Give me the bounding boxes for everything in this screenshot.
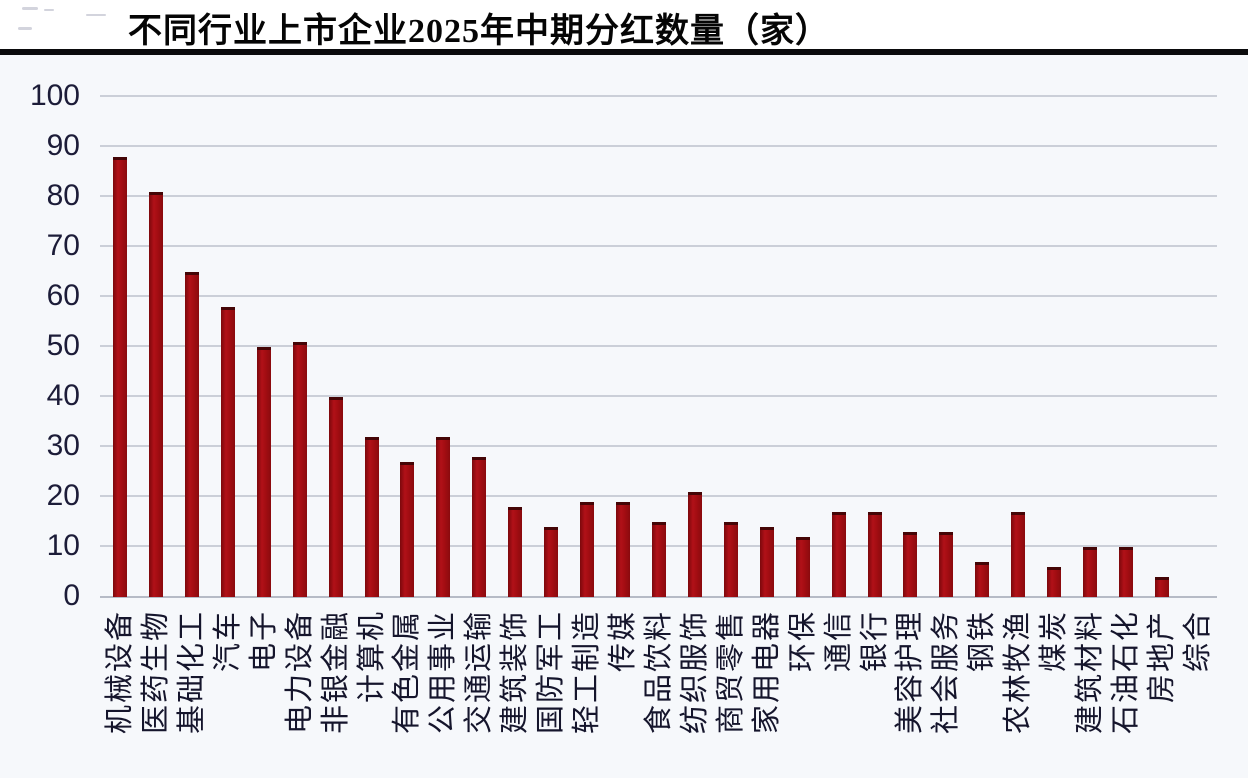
y-tick-label: 100 (29, 79, 80, 112)
bar (184, 272, 199, 597)
bar (975, 562, 990, 597)
y-tick-label: 0 (63, 579, 80, 612)
bar (616, 502, 631, 597)
gridline-30 (100, 445, 1217, 447)
chart-title: 不同行业上市企业2025年中期分红数量（家） (128, 13, 830, 50)
x-category-label: 钢铁 (966, 610, 999, 673)
gridline-100 (100, 95, 1217, 97)
bar (831, 512, 846, 597)
bar (148, 192, 163, 597)
x-category-label: 电力设备 (283, 610, 316, 735)
bar (1083, 547, 1098, 597)
bar (256, 347, 271, 597)
y-tick-label: 50 (46, 329, 80, 362)
x-category-label: 商贸零售 (714, 610, 747, 735)
x-category-label: 非银金融 (319, 610, 352, 735)
x-category-label: 汽车 (211, 610, 244, 673)
bar (687, 492, 702, 597)
gridline-80 (100, 195, 1217, 197)
bar (472, 457, 487, 597)
bar (651, 522, 666, 597)
x-category-label: 基础化工 (175, 610, 208, 735)
bar (1047, 567, 1062, 597)
bar (580, 502, 595, 597)
watermark-artifact (22, 7, 38, 10)
bar (939, 532, 954, 597)
x-category-label: 美容护理 (894, 610, 927, 735)
bar (113, 157, 127, 597)
bar (328, 397, 343, 597)
bar (508, 507, 523, 597)
x-category-label: 石油石化 (1110, 610, 1143, 735)
watermark-artifact (18, 27, 32, 30)
x-category-label: 纺织服饰 (678, 610, 711, 735)
x-category-label: 食品饮料 (642, 610, 675, 735)
gridline-60 (100, 295, 1217, 297)
x-category-label: 建筑材料 (1074, 610, 1107, 735)
x-category-label: 家用电器 (750, 610, 783, 735)
x-category-label: 电子 (247, 610, 280, 673)
watermark-artifact (44, 9, 54, 11)
bar (400, 462, 415, 597)
y-tick-label: 20 (46, 479, 80, 512)
bar (1011, 512, 1026, 597)
x-category-label: 公用事业 (427, 610, 460, 735)
bar (1154, 577, 1169, 597)
x-category-label: 房地产 (1145, 610, 1178, 704)
bar (903, 532, 918, 597)
x-category-label: 环保 (786, 610, 819, 673)
bar (759, 527, 774, 597)
gridline-20 (100, 495, 1217, 497)
x-category-label: 煤炭 (1038, 610, 1071, 673)
plot-background (0, 55, 1248, 778)
x-category-label: 建筑装饰 (499, 610, 532, 735)
bar (1119, 547, 1134, 597)
y-tick-label: 70 (46, 229, 80, 262)
bar (364, 437, 379, 597)
x-axis-line (100, 596, 1217, 598)
x-category-label: 交通运输 (463, 610, 496, 735)
x-category-label: 国防军工 (535, 610, 568, 735)
gridline-70 (100, 245, 1217, 247)
x-category-label: 机械设备 (104, 610, 136, 735)
bar (867, 512, 882, 597)
bar (292, 342, 307, 597)
watermark-artifact (86, 14, 106, 16)
x-category-label: 银行 (858, 610, 891, 673)
title-underline-rule (0, 49, 1248, 55)
bar (723, 522, 738, 597)
bar (544, 527, 559, 597)
x-category-label: 综合 (1181, 610, 1214, 673)
x-category-label: 计算机 (355, 610, 388, 704)
x-category-label: 医药生物 (139, 610, 172, 735)
x-category-label: 轻工制造 (571, 610, 604, 735)
y-tick-label: 10 (46, 529, 80, 562)
x-category-label: 社会服务 (930, 610, 963, 735)
x-category-label: 农林牧渔 (1002, 610, 1035, 735)
x-category-label: 有色金属 (391, 610, 424, 735)
y-tick-label: 30 (46, 429, 80, 462)
y-tick-label: 60 (46, 279, 80, 312)
bar (795, 537, 810, 597)
bar (220, 307, 235, 597)
x-category-label: 传媒 (607, 610, 640, 673)
title-band: 不同行业上市企业2025年中期分红数量（家） (0, 0, 1248, 50)
x-category-label: 通信 (822, 610, 855, 673)
y-tick-label: 90 (46, 129, 80, 162)
y-tick-label: 80 (46, 179, 80, 212)
y-tick-label: 40 (46, 379, 80, 412)
gridline-50 (100, 345, 1217, 347)
bar (436, 437, 451, 597)
gridline-90 (100, 145, 1217, 147)
gridline-40 (100, 395, 1217, 397)
